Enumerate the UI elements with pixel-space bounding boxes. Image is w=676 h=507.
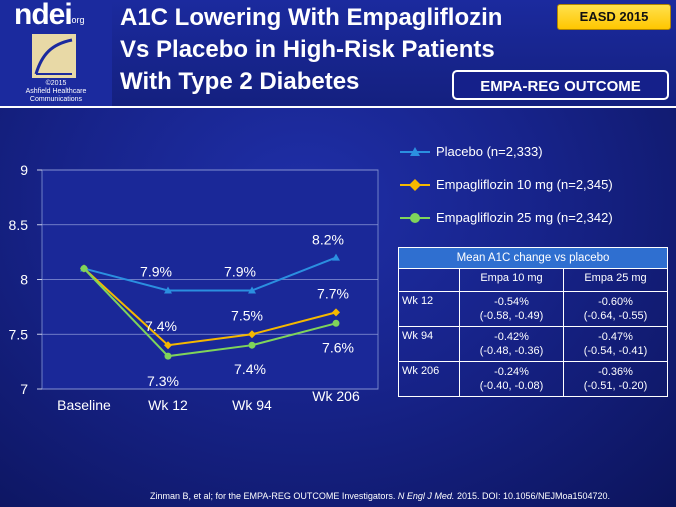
data-label: 7.7% xyxy=(317,285,349,301)
cell-ci: (-0.54, -0.41) xyxy=(583,345,648,357)
data-label: 7.4% xyxy=(145,318,177,334)
title-line-2: Vs Placebo in High-Risk Patients xyxy=(120,36,495,63)
y-tick-label: 9 xyxy=(20,162,28,178)
cell-value: -0.42% xyxy=(494,331,529,343)
table-cell: -0.24% (-0.40, -0.08) xyxy=(459,361,564,397)
y-tick-label: 7.5 xyxy=(9,326,29,342)
logo-caption-copyright: ©2015 xyxy=(45,80,67,87)
table-row-label: Wk 206 xyxy=(398,361,460,397)
data-point xyxy=(248,286,256,294)
data-point xyxy=(164,352,172,360)
series-line xyxy=(83,267,337,358)
table-col-header-empa25: Empa 25 mg xyxy=(563,268,668,292)
table-cell: -0.47% (-0.54, -0.41) xyxy=(563,326,668,362)
citation-details: 2015. DOI: 10.1056/NEJMoa1504720. xyxy=(454,491,611,501)
cell-value: -0.24% xyxy=(494,366,529,378)
table-row-label: Wk 94 xyxy=(398,326,460,362)
logo-brand: ndei xyxy=(14,0,73,31)
data-point xyxy=(80,265,88,273)
legend-marker-placebo-icon xyxy=(400,147,430,156)
cell-ci: (-0.51, -0.20) xyxy=(583,380,648,392)
logo-brand-suffix: .org xyxy=(69,15,85,25)
data-label: 7.3% xyxy=(147,373,179,389)
table-caption: Mean A1C change vs placebo xyxy=(398,247,668,269)
x-tick-label: Wk 206 xyxy=(312,388,360,404)
x-tick-label: Wk 12 xyxy=(148,397,188,413)
cell-ci: (-0.64, -0.55) xyxy=(583,310,648,322)
y-tick-label: 7 xyxy=(20,381,28,397)
legend-label-placebo: Placebo (n=2,333) xyxy=(436,144,543,159)
slide-title: A1C Lowering With Empagliflozin Vs Place… xyxy=(120,2,560,98)
data-label: 7.4% xyxy=(234,361,266,377)
table-row-label: Wk 12 xyxy=(398,291,460,327)
data-point xyxy=(164,286,172,294)
x-tick-label: Wk 94 xyxy=(232,397,272,413)
legend-marker-empa25-icon xyxy=(400,213,430,223)
cell-ci: (-0.40, -0.08) xyxy=(479,380,544,392)
data-point xyxy=(332,319,340,327)
data-point xyxy=(332,253,340,261)
cell-value: -0.47% xyxy=(598,331,633,343)
citation-journal: N Engl J Med. xyxy=(397,491,455,501)
cell-ci: (-0.58, -0.49) xyxy=(479,310,544,322)
a1c-line-chart: 7 7.5 8 8.5 9 Baseline Wk 12 Wk 94 Wk 206 7.9% 7.9… xyxy=(9,162,379,413)
title-line-1: A1C Lowering With Empagliflozin xyxy=(120,4,503,31)
y-tick-label: 8 xyxy=(20,272,28,288)
data-point xyxy=(248,341,256,349)
ndei-logo: ndei .org ©2015 Ashfield Healthcare Comm… xyxy=(0,0,112,106)
table-cell: -0.54% (-0.58, -0.49) xyxy=(459,291,564,327)
header-divider xyxy=(0,106,676,108)
series-line xyxy=(83,256,337,292)
cell-value: -0.54% xyxy=(494,296,529,308)
data-point xyxy=(248,330,256,339)
cell-value: -0.60% xyxy=(598,296,633,308)
data-label: 7.5% xyxy=(231,307,263,323)
a1c-change-table: Mean A1C change vs placebo Empa 10 mg Em… xyxy=(398,247,668,397)
legend-marker-empa10-icon xyxy=(400,179,430,191)
x-tick-label: Baseline xyxy=(57,397,111,413)
title-line-3: With Type 2 Diabetes xyxy=(120,68,360,95)
citation-authors: Zinman B, et al; for the EMPA-REG OUTCOM… xyxy=(150,491,398,501)
table-cell: -0.42% (-0.48, -0.36) xyxy=(459,326,564,362)
data-point xyxy=(332,308,340,317)
trial-badge: EMPA-REG OUTCOME xyxy=(452,70,669,100)
data-label: 7.9% xyxy=(140,263,172,279)
data-label: 7.9% xyxy=(224,263,256,279)
legend-label-empa10: Empagliflozin 10 mg (n=2,345) xyxy=(436,177,613,192)
logo-caption-division: Communications xyxy=(29,96,83,103)
table-row: Wk 12 -0.54% (-0.58, -0.49) -0.60% (-0.6… xyxy=(398,291,668,327)
series-line xyxy=(83,267,337,347)
table-cell: -0.60% (-0.64, -0.55) xyxy=(563,291,668,327)
y-tick-label: 8.5 xyxy=(9,217,29,233)
logo-caption: ©2015 Ashfield Healthcare Communications xyxy=(0,80,112,104)
logo-emblem-icon xyxy=(32,34,76,78)
legend-label-empa25: Empagliflozin 25 mg (n=2,342) xyxy=(436,210,613,225)
table-col-header-empa10: Empa 10 mg xyxy=(459,268,564,292)
table-corner-cell xyxy=(398,268,460,292)
logo-caption-company: Ashfield Healthcare xyxy=(25,88,87,95)
data-label: 8.2% xyxy=(312,232,344,248)
table-cell: -0.36% (-0.51, -0.20) xyxy=(563,361,668,397)
cell-value: -0.36% xyxy=(598,366,633,378)
table-row: Wk 206 -0.24% (-0.40, -0.08) -0.36% (-0.… xyxy=(398,361,668,397)
conference-badge: EASD 2015 xyxy=(557,4,671,30)
data-point xyxy=(164,341,172,350)
citation: Zinman B, et al; for the EMPA-REG OUTCOM… xyxy=(150,491,610,501)
table-row: Wk 94 -0.42% (-0.48, -0.36) -0.47% (-0.5… xyxy=(398,326,668,362)
cell-ci: (-0.48, -0.36) xyxy=(479,345,544,357)
data-label: 7.6% xyxy=(322,339,354,355)
